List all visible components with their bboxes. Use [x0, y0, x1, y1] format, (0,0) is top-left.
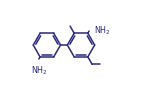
- Text: NH$_2$: NH$_2$: [94, 25, 111, 37]
- Text: NH$_2$: NH$_2$: [31, 65, 48, 77]
